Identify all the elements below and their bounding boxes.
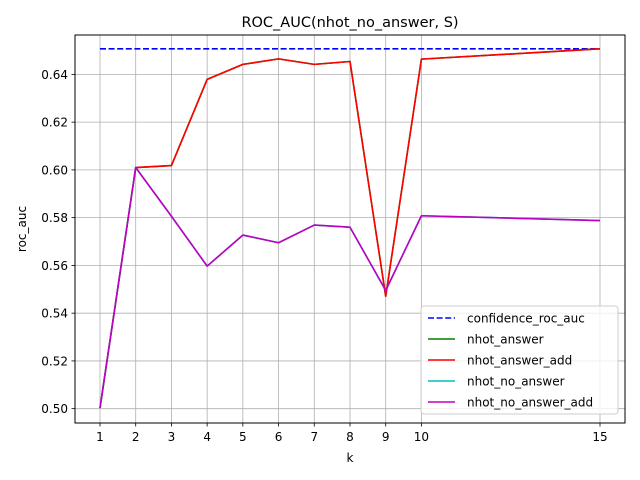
y-tick-label: 0.52	[41, 354, 68, 368]
y-tick-label: 0.60	[41, 163, 68, 177]
x-axis-ticks: 1 2 3 4 5 6 7 8 9 10 15	[96, 423, 608, 444]
x-tick-label: 2	[132, 430, 140, 444]
y-tick-label: 0.62	[41, 116, 68, 130]
x-tick-label: 5	[239, 430, 247, 444]
y-tick-label: 0.54	[41, 307, 68, 321]
x-tick-label: 3	[168, 430, 176, 444]
x-tick-label: 9	[382, 430, 390, 444]
x-axis-label: k	[347, 451, 354, 465]
legend-label: nhot_no_answer_add	[467, 396, 593, 410]
legend: confidence_roc_auc nhot_answer nhot_answer…	[420, 305, 619, 415]
y-tick-label: 0.50	[41, 402, 68, 416]
x-tick-label: 15	[592, 430, 607, 444]
y-axis-label: roc_auc	[15, 206, 29, 252]
x-tick-label: 6	[275, 430, 283, 444]
x-tick-label: 10	[414, 430, 429, 444]
legend-label: confidence_roc_auc	[467, 312, 585, 326]
y-tick-label: 0.58	[41, 211, 68, 225]
legend-label: nhot_no_answer	[467, 375, 565, 389]
series-line-nhot-answer-add	[99, 48, 601, 409]
x-tick-label: 4	[203, 430, 211, 444]
y-axis-ticks: 0.50 0.52 0.54 0.56 0.58 0.60 0.62 0.64	[41, 68, 75, 416]
series-line-nhot-no-answer-add	[99, 166, 601, 409]
series-lines	[99, 48, 601, 409]
legend-label: nhot_answer_add	[467, 354, 572, 368]
y-tick-label: 0.56	[41, 259, 68, 273]
x-tick-label: 7	[310, 430, 318, 444]
x-tick-label: 1	[96, 430, 104, 444]
chart-title: ROC_AUC(nhot_no_answer, S)	[241, 15, 458, 31]
legend-box	[420, 305, 619, 415]
x-tick-label: 8	[346, 430, 354, 444]
legend-label: nhot_answer	[467, 333, 544, 347]
y-tick-label: 0.64	[41, 68, 68, 82]
